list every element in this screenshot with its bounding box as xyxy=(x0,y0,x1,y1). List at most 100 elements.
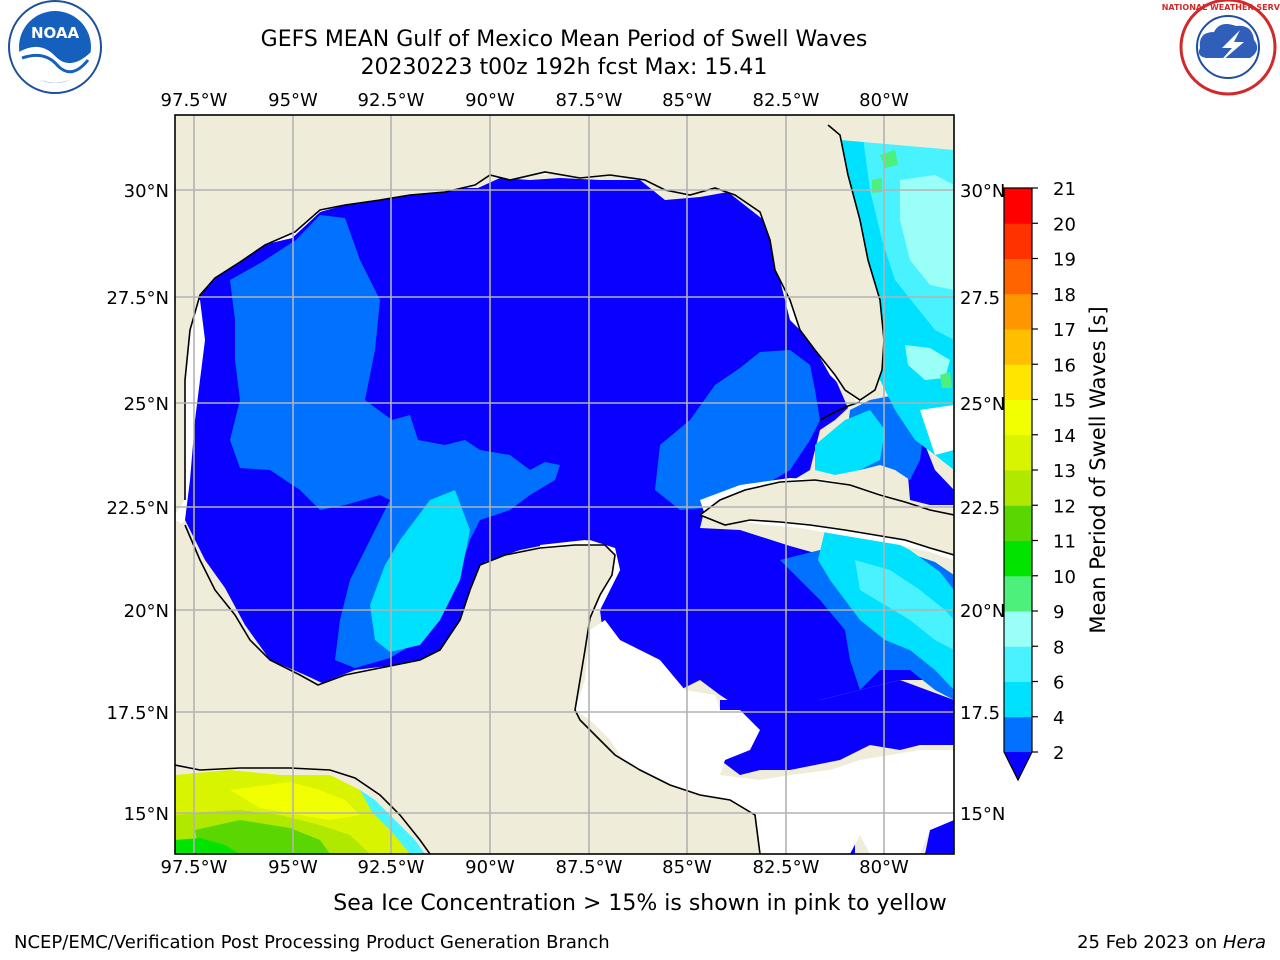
lat-label: 25°N xyxy=(960,394,1005,415)
colorbar-tick-label: 16 xyxy=(1053,355,1076,376)
pacific-field-13-14 xyxy=(230,782,360,820)
lon-label: 87.5°W xyxy=(556,857,623,878)
lon-label: 97.5°W xyxy=(161,90,228,111)
lat-labels-left: 30°N 27.5°N 25°N 22.5°N 20°N 17.5°N 15°N xyxy=(106,181,169,825)
band-8-9s-atlantic xyxy=(900,175,954,290)
map-area xyxy=(175,115,954,854)
land-us-south xyxy=(175,115,954,515)
pacific-field-9-10 xyxy=(175,838,240,854)
south-dark-water-2 xyxy=(925,820,954,854)
lon-label: 92.5°W xyxy=(358,857,425,878)
colorbar-tick-label: 8 xyxy=(1053,637,1064,658)
date-label: 25 Feb 2023 on xyxy=(1077,932,1223,953)
lat-label: 27.5°N xyxy=(106,288,169,309)
lon-label: 80°W xyxy=(859,90,909,111)
lon-labels-top: 97.5°W 95°W 92.5°W 90°W 87.5°W 85°W 82.5… xyxy=(161,90,909,111)
band-9-10s-fleck-3 xyxy=(940,372,952,388)
coastline-mexico xyxy=(184,524,761,854)
lat-label: 15°N xyxy=(124,804,169,825)
noaa-logo-icon: NOAA xyxy=(8,0,102,94)
colorbar-tick-label: 4 xyxy=(1053,708,1064,729)
no-data-caribbean xyxy=(575,620,954,854)
lon-label: 85°W xyxy=(662,857,712,878)
colorbar-frame xyxy=(1003,187,1033,782)
colorbar-segment xyxy=(1004,223,1032,259)
chart-subtitle: 20230223 t00z 192h fcst Max: 15.41 xyxy=(360,55,768,80)
colorbar-tick-label: 19 xyxy=(1053,250,1076,271)
colorbar-segments xyxy=(1004,188,1032,753)
band-6-8s-caribbean xyxy=(855,560,954,650)
colorbar-tick-label: 18 xyxy=(1053,285,1076,306)
colorbar-segment xyxy=(1004,716,1032,753)
lon-labels-bottom: 97.5°W 95°W 92.5°W 90°W 87.5°W 85°W 82.5… xyxy=(161,857,909,878)
lon-label: 80°W xyxy=(859,857,909,878)
chart-title: GEFS MEAN Gulf of Mexico Mean Period of … xyxy=(260,27,868,52)
lat-label: 30°N xyxy=(960,181,1005,202)
colorbar-segment xyxy=(1004,470,1032,506)
sea-ice-note: Sea Ice Concentration > 15% is shown in … xyxy=(333,891,947,916)
caribbean-dark-water xyxy=(720,680,954,775)
coastline-florida-keys xyxy=(819,401,861,421)
lat-label: 17.5°N xyxy=(106,703,169,724)
map-gridlines xyxy=(175,115,954,854)
colorbar-extend-arrow xyxy=(1004,752,1032,780)
map-frame xyxy=(174,114,955,855)
colorbar-segment xyxy=(1004,399,1032,436)
nws-logo-icon: NATIONAL WEATHER SERVICE xyxy=(1162,0,1280,96)
coastline-cuba xyxy=(699,479,954,556)
lat-label: 15°N xyxy=(960,804,1005,825)
lat-labels-right: 30°N 27.5 25°N 22.5 20°N 17.5 15°N xyxy=(960,181,1005,825)
band-2-4s-west xyxy=(230,215,560,668)
lat-label: 27.5 xyxy=(960,288,1000,309)
lon-label: 95°W xyxy=(268,857,318,878)
colorbar-tick-label: 13 xyxy=(1053,461,1076,482)
lat-label: 20°N xyxy=(960,601,1005,622)
colorbar-tick-label: 6 xyxy=(1053,673,1064,694)
lon-label: 85°W xyxy=(662,90,712,111)
colorbar-segment xyxy=(1004,434,1032,471)
colorbar-tick-label: 15 xyxy=(1053,391,1076,412)
colorbar-segment xyxy=(1004,258,1032,295)
colorbar-tick-label: 20 xyxy=(1053,214,1076,235)
band-8-9s-florida xyxy=(905,345,950,380)
colorbar-tick-label: 10 xyxy=(1053,567,1076,588)
colorbar-segment xyxy=(1004,646,1032,682)
credit-text: NCEP/EMC/Verification Post Processing Pr… xyxy=(14,932,610,953)
band-2-4s-east xyxy=(655,350,820,510)
colorbar-segment xyxy=(1004,505,1032,541)
lat-label: 30°N xyxy=(124,181,169,202)
colorbar-tick-label: 2 xyxy=(1053,743,1064,764)
lat-label: 25°N xyxy=(124,394,169,415)
colorbar-segment xyxy=(1004,329,1032,365)
lon-label: 90°W xyxy=(465,90,515,111)
lat-label: 22.5 xyxy=(960,498,1000,519)
colorbar-tick-label: 11 xyxy=(1053,532,1076,553)
colorbar-title: Mean Period of Swell Waves [s] xyxy=(1086,306,1110,633)
nws-logo-text: NATIONAL WEATHER SERVICE xyxy=(1162,3,1280,12)
lon-label: 82.5°W xyxy=(753,857,820,878)
colorbar-tick-label: 21 xyxy=(1053,179,1076,200)
land-mexico xyxy=(175,520,760,854)
colorbar-segment xyxy=(1004,575,1032,612)
colorbar-segment xyxy=(1004,540,1032,577)
lon-label: 90°W xyxy=(465,857,515,878)
lon-label: 95°W xyxy=(268,90,318,111)
pacific-field-coastal-band xyxy=(360,790,425,854)
band-4-6s-bahamas xyxy=(815,410,885,475)
lon-label: 97.5°W xyxy=(161,857,228,878)
noaa-logo-text: NOAA xyxy=(31,24,80,42)
colorbar-tick-label: 12 xyxy=(1053,496,1076,517)
colorbar-segment xyxy=(1004,364,1032,400)
lon-label: 87.5°W xyxy=(556,90,623,111)
lat-label: 22.5°N xyxy=(106,498,169,519)
lon-label: 92.5°W xyxy=(358,90,425,111)
lon-label: 82.5°W xyxy=(753,90,820,111)
coastline-pacific xyxy=(175,764,431,854)
no-data-atlantic xyxy=(920,405,954,455)
band-4-6s-campeche xyxy=(370,490,470,652)
colorbar-ticks: 2 4 6 8 9 10 11 12 13 14 15 16 17 18 19 20 21 xyxy=(1032,179,1076,764)
colorbar-segment xyxy=(1004,681,1032,718)
colorbar-tick-label: 9 xyxy=(1053,602,1064,623)
lat-label: 17.5 xyxy=(960,703,1000,724)
